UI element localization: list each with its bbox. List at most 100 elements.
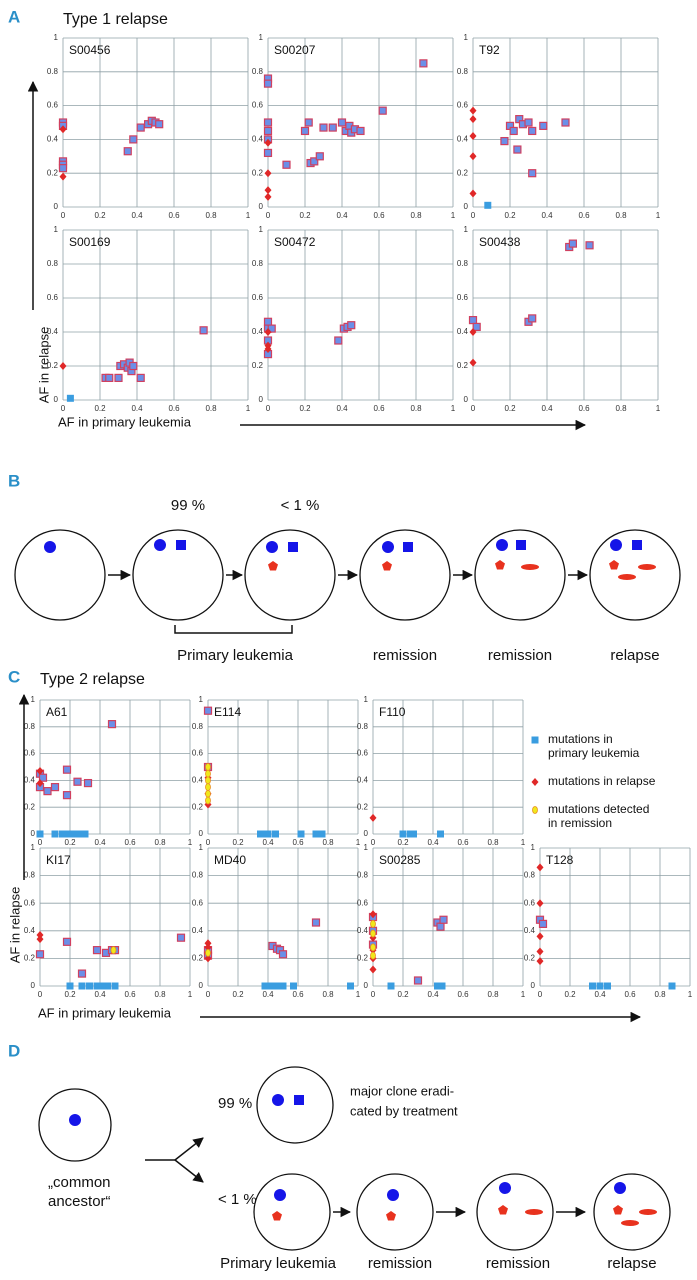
point bbox=[539, 121, 548, 130]
stage-label: remission bbox=[373, 647, 437, 664]
x-tick-label: 1 bbox=[451, 404, 456, 413]
point bbox=[83, 778, 93, 788]
ancestor-label: „common bbox=[48, 1174, 111, 1191]
y-tick-label: 0 bbox=[531, 981, 536, 990]
point bbox=[370, 920, 376, 928]
percent-label: 99 % bbox=[171, 497, 205, 514]
x-tick-label: 0 bbox=[61, 211, 66, 220]
y-tick-label: 0.2 bbox=[457, 168, 469, 177]
panel-title: Type 2 relapse bbox=[40, 671, 145, 688]
y-tick-label: 1 bbox=[464, 33, 469, 42]
point bbox=[334, 336, 343, 345]
point bbox=[585, 241, 594, 250]
x-tick-label: 0.8 bbox=[410, 211, 422, 220]
y-tick-label: 1 bbox=[199, 843, 204, 852]
point bbox=[310, 157, 319, 166]
y-tick-label: 0 bbox=[31, 981, 36, 990]
legend-label: in remission bbox=[548, 816, 612, 830]
x-tick-label: 0.4 bbox=[131, 211, 143, 220]
x-tick-label: 0.4 bbox=[94, 838, 106, 847]
y-tick-label: 0.2 bbox=[524, 954, 536, 963]
percent-label: 99 % bbox=[218, 1095, 252, 1112]
point bbox=[264, 192, 272, 201]
point bbox=[35, 950, 45, 959]
panel-label: D bbox=[8, 1041, 20, 1060]
point bbox=[62, 937, 72, 946]
point bbox=[399, 830, 407, 838]
point bbox=[107, 720, 117, 729]
y-tick-label: 0.4 bbox=[192, 776, 204, 785]
x-tick-label: 0.4 bbox=[541, 211, 553, 220]
panel-label: A bbox=[8, 7, 20, 26]
x-tick-label: 0.4 bbox=[262, 990, 274, 999]
stage-label: relapse bbox=[607, 1255, 656, 1272]
y-tick-label: 0.8 bbox=[357, 722, 369, 731]
y-tick-label: 0.8 bbox=[192, 722, 204, 731]
point bbox=[536, 932, 544, 941]
point bbox=[263, 118, 273, 127]
point bbox=[62, 791, 72, 800]
x-tick-label: 0.6 bbox=[624, 990, 636, 999]
x-tick-label: 0.6 bbox=[168, 404, 180, 413]
y-tick-label: 0.2 bbox=[47, 361, 59, 370]
x-tick-label: 0.4 bbox=[427, 838, 439, 847]
point bbox=[38, 773, 48, 782]
y-tick-label: 0.2 bbox=[357, 954, 369, 963]
y-tick-label: 0.6 bbox=[24, 749, 36, 758]
y-tick-label: 0.2 bbox=[252, 168, 264, 177]
point bbox=[104, 982, 111, 990]
x-tick-label: 0 bbox=[38, 990, 43, 999]
y-tick-label: 0.6 bbox=[524, 898, 536, 907]
point bbox=[279, 982, 287, 990]
y-tick-label: 0.8 bbox=[457, 259, 469, 268]
point bbox=[369, 813, 377, 822]
chart-title: F110 bbox=[379, 705, 406, 719]
x-tick-label: 0.8 bbox=[487, 990, 499, 999]
x-tick-label: 0.8 bbox=[205, 211, 217, 220]
point bbox=[59, 830, 66, 838]
legend-label: primary leukemia bbox=[548, 746, 640, 760]
chart-title: KI17 bbox=[46, 853, 71, 867]
scatter-chart: 0 0.2 0.4 0.6 0.8 1 0 0.2 0.4 0.6 0.8 1 MD40 bbox=[192, 843, 361, 999]
y-tick-label: 0.6 bbox=[357, 898, 369, 907]
point bbox=[500, 136, 509, 146]
x-tick-label: 0.2 bbox=[299, 211, 311, 220]
x-tick-label: 1 bbox=[356, 838, 361, 847]
x-tick-label: 0 bbox=[38, 838, 43, 847]
x-tick-label: 0.6 bbox=[578, 404, 590, 413]
point bbox=[59, 125, 67, 134]
y-tick-label: 0.4 bbox=[357, 926, 369, 935]
point bbox=[136, 373, 145, 382]
point bbox=[264, 345, 272, 353]
chart-title: S00285 bbox=[379, 853, 421, 867]
point bbox=[311, 918, 321, 927]
point bbox=[205, 776, 211, 785]
x-tick-label: 0 bbox=[371, 838, 376, 847]
y-tick-label: 0.2 bbox=[24, 954, 36, 963]
panel-label: B bbox=[8, 471, 20, 490]
point bbox=[155, 120, 164, 129]
y-tick-label: 1 bbox=[364, 843, 369, 852]
point bbox=[528, 169, 537, 178]
x-tick-label: 0.6 bbox=[292, 838, 304, 847]
point bbox=[36, 935, 44, 944]
x-tick-label: 0.2 bbox=[94, 404, 106, 413]
x-tick-label: 0.2 bbox=[232, 838, 244, 847]
x-tick-label: 1 bbox=[356, 990, 361, 999]
point bbox=[369, 910, 377, 919]
legend-label: mutations in bbox=[548, 732, 613, 746]
point bbox=[105, 373, 114, 382]
y-tick-label: 0.2 bbox=[252, 361, 264, 370]
x-tick-label: 0.6 bbox=[168, 211, 180, 220]
y-tick-label: 0.6 bbox=[47, 293, 59, 302]
x-tick-label: 0.4 bbox=[336, 404, 348, 413]
diagram-d bbox=[38, 1066, 671, 1251]
scatter-chart: 0 0.2 0.4 0.6 0.8 1 0 0.2 0.4 0.6 0.8 1 S00207 bbox=[252, 33, 456, 220]
x-tick-label: 0.6 bbox=[578, 211, 590, 220]
x-tick-label: 0.4 bbox=[94, 990, 106, 999]
point bbox=[58, 164, 68, 173]
point bbox=[51, 830, 59, 838]
y-tick-label: 0.6 bbox=[192, 749, 204, 758]
panel-label: C bbox=[8, 667, 20, 686]
point bbox=[205, 763, 211, 771]
